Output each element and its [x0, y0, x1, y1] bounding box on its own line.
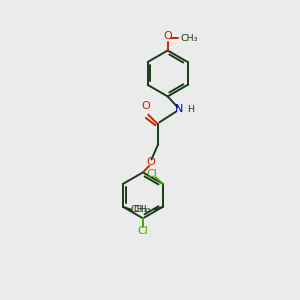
Text: Cl: Cl — [137, 226, 148, 236]
Text: Cl: Cl — [146, 169, 157, 179]
Text: CH₃: CH₃ — [133, 205, 151, 214]
Text: N: N — [175, 104, 183, 114]
Text: O: O — [141, 101, 150, 111]
Text: CH₃: CH₃ — [130, 205, 148, 214]
Text: O: O — [163, 32, 172, 41]
Text: H: H — [187, 106, 194, 115]
Text: CH₃: CH₃ — [180, 34, 197, 43]
Text: O: O — [146, 158, 155, 167]
